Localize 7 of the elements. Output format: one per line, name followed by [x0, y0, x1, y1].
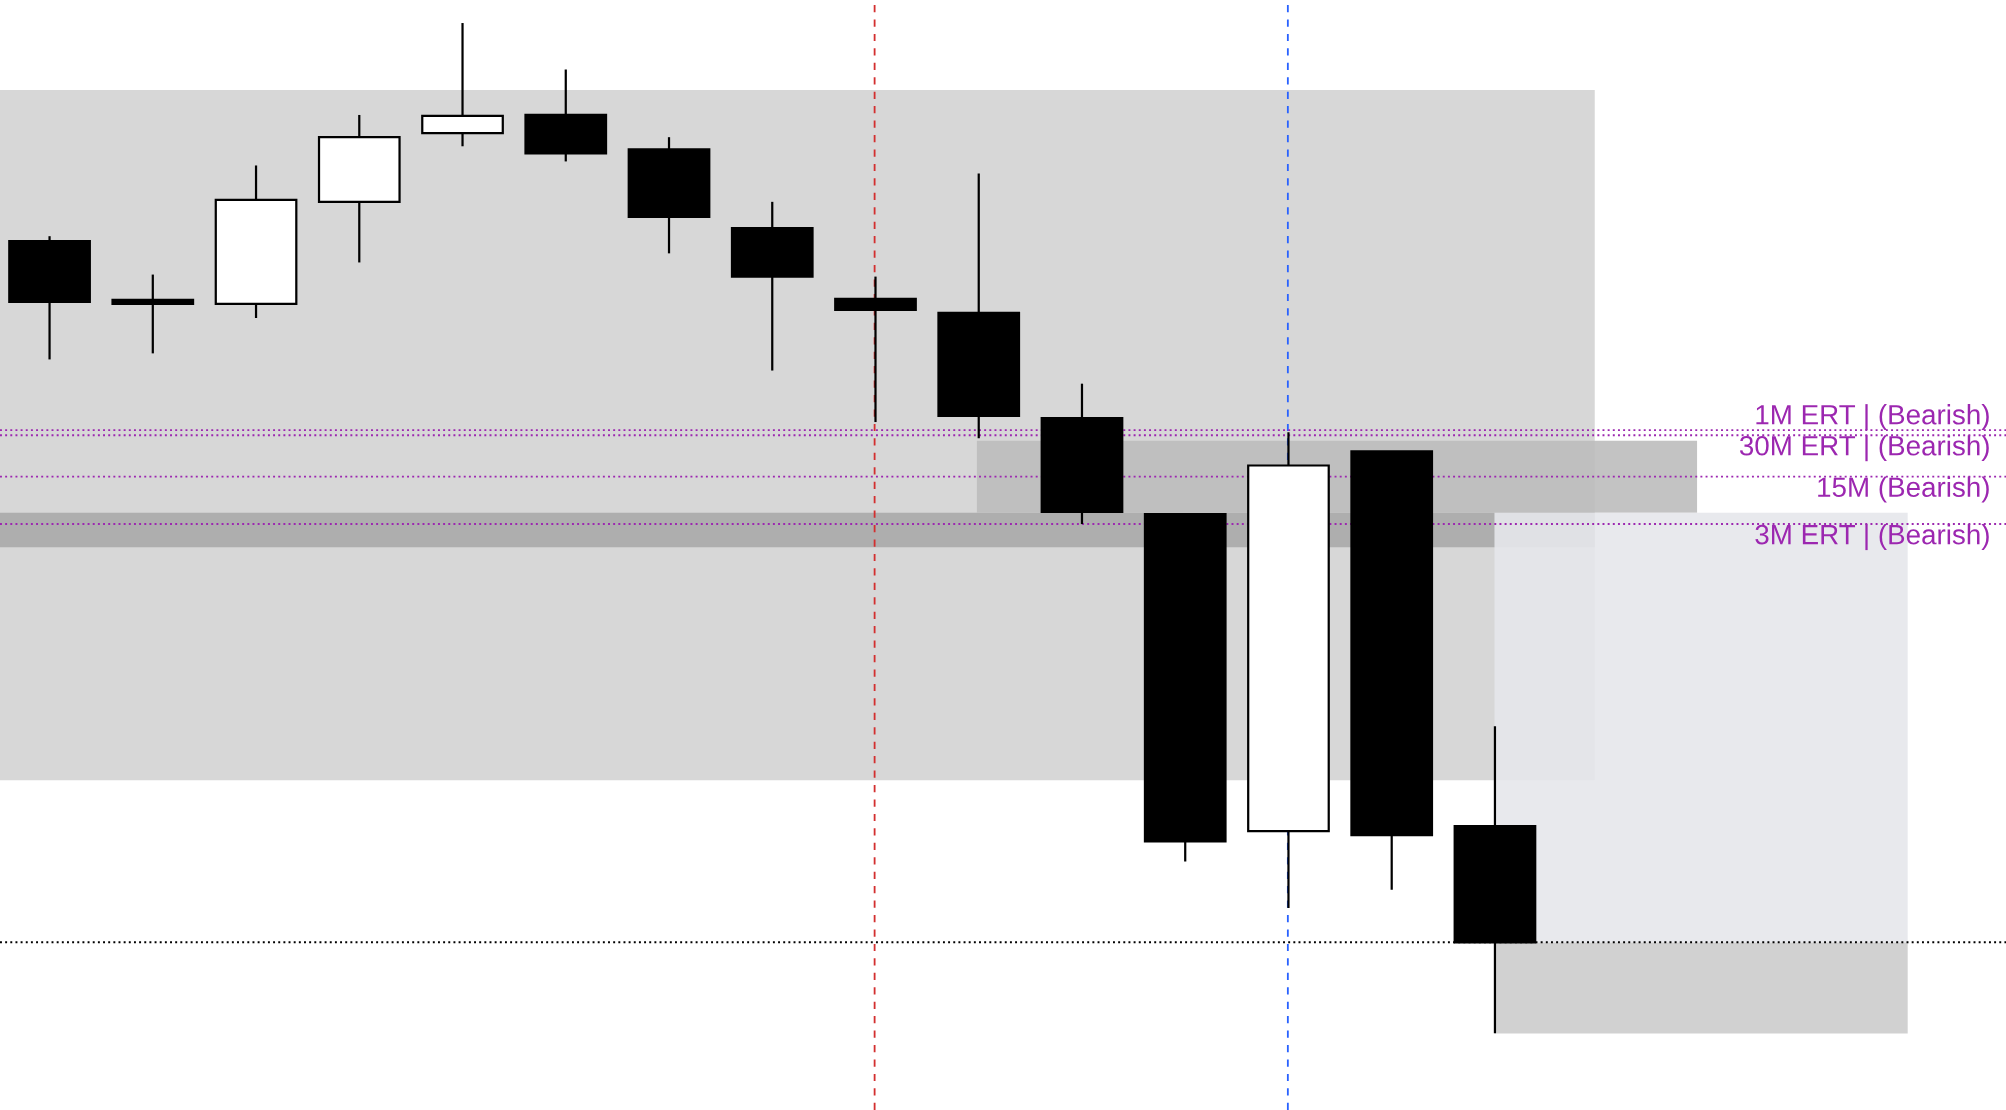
ref-line-label: 1M ERT | (Bearish): [1756, 404, 1989, 431]
ref-line-label: 3M ERT | (Bearish): [1755, 524, 1989, 551]
candlestick: [421, 21, 504, 148]
ref-line-label: 30M ERT | (Bearish): [1739, 435, 1989, 462]
candlestick: [111, 273, 195, 355]
candlestick: [834, 275, 917, 424]
ref-line-label: 15M (Bearish): [1818, 476, 1989, 503]
